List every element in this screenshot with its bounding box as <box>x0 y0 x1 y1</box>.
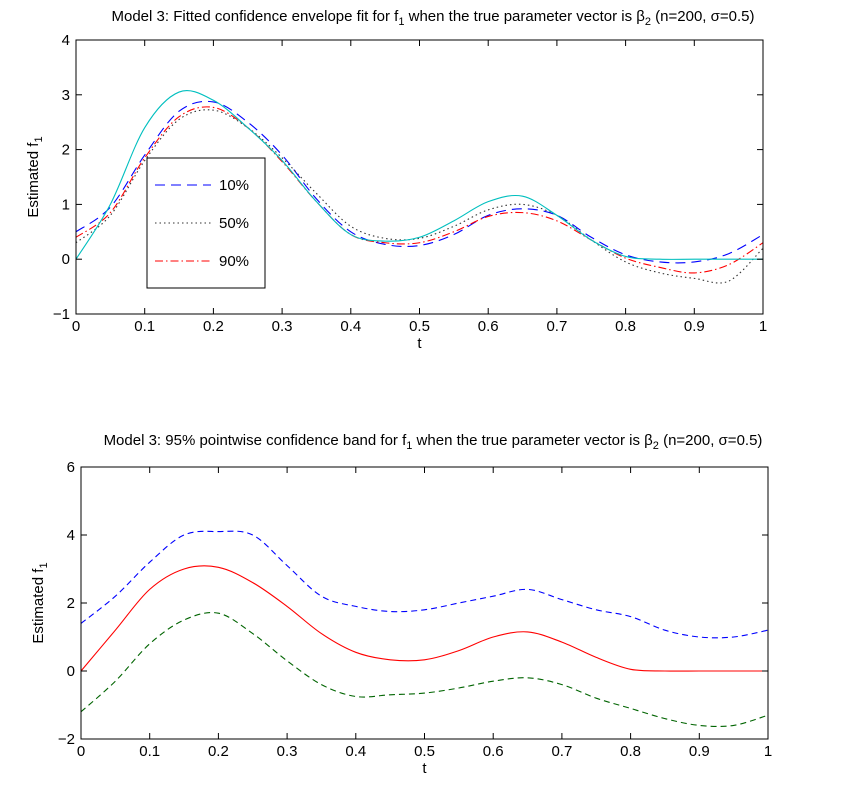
top-chart-svg: 0 0.1 0.2 0.3 0.4 0.5 0.6 0.7 0.8 0.9 1−101234tEst… <box>25 32 767 352</box>
top-series-3-line <box>75 90 763 260</box>
top-xtick-label: 0.6 <box>478 318 499 335</box>
bottom-xtick-label: 0.6 <box>483 743 504 760</box>
top-series-2-line <box>75 106 764 274</box>
top-legend-label-2: 90% <box>219 253 249 270</box>
top-series-0-line <box>75 100 764 264</box>
top-ytick-label: 4 <box>62 32 70 49</box>
top-ytick-label: 2 <box>62 142 70 159</box>
top-legend-label-0: 10% <box>219 177 249 194</box>
top-xtick-label: 0.8 <box>615 318 636 335</box>
top-ytick-label: −1 <box>53 306 70 323</box>
bottom-ytick-label: 0 <box>67 663 75 680</box>
bottom-xlabel: t <box>422 760 427 777</box>
top-ytick-label: 1 <box>62 196 70 213</box>
bottom-xtick-label: 0.9 <box>689 743 710 760</box>
bottom-ytick-label: −2 <box>58 731 75 748</box>
top-xtick-label: 1 <box>759 318 767 335</box>
top-xtick-label: 0.4 <box>340 318 361 335</box>
top-xtick-label: 0.2 <box>203 318 224 335</box>
top-ytick-label: 3 <box>62 87 70 104</box>
bottom-ytick-label: 6 <box>67 459 75 476</box>
top-xtick-label: 0.9 <box>684 318 705 335</box>
bottom-xtick-label: 0.5 <box>414 743 435 760</box>
top-xlabel: t <box>417 335 422 352</box>
bottom-ytick-label: 4 <box>67 527 75 544</box>
top-xtick-label: 0.3 <box>272 318 293 335</box>
top-chart-title: Model 3: Fitted confidence envelope fit … <box>111 8 755 28</box>
top-ylabel: Estimated f1 <box>25 136 45 217</box>
top-ytick-label: 0 <box>62 251 70 268</box>
bottom-series-2-line <box>80 612 769 728</box>
bottom-xtick-label: 0.7 <box>551 743 572 760</box>
bottom-series-1-line <box>80 565 768 672</box>
bottom-chart-title: Model 3: 95% pointwise confidence band f… <box>103 432 763 452</box>
top-legend-box <box>146 157 266 289</box>
bottom-xtick-label: 0.8 <box>620 743 641 760</box>
bottom-series-0-line <box>80 530 769 639</box>
top-chart-panel: Model 3: Fitted confidence envelope fit … <box>0 0 866 360</box>
bottom-xtick-label: 0.1 <box>139 743 160 760</box>
top-xtick-label: 0 <box>72 318 80 335</box>
bottom-ylabel: Estimated f1 <box>30 562 50 643</box>
bottom-xtick-label: 1 <box>764 743 772 760</box>
top-xtick-label: 0.5 <box>409 318 430 335</box>
bottom-xtick-label: 0 <box>77 743 85 760</box>
bottom-ytick-label: 2 <box>67 595 75 612</box>
top-xtick-label: 0.7 <box>546 318 567 335</box>
bottom-xtick-label: 0.3 <box>277 743 298 760</box>
bottom-xtick-label: 0.4 <box>345 743 366 760</box>
top-xtick-label: 0.1 <box>134 318 155 335</box>
top-legend-label-1: 50% <box>219 215 249 232</box>
bottom-plot-frame <box>80 466 769 740</box>
bottom-xtick-label: 0.2 <box>208 743 229 760</box>
